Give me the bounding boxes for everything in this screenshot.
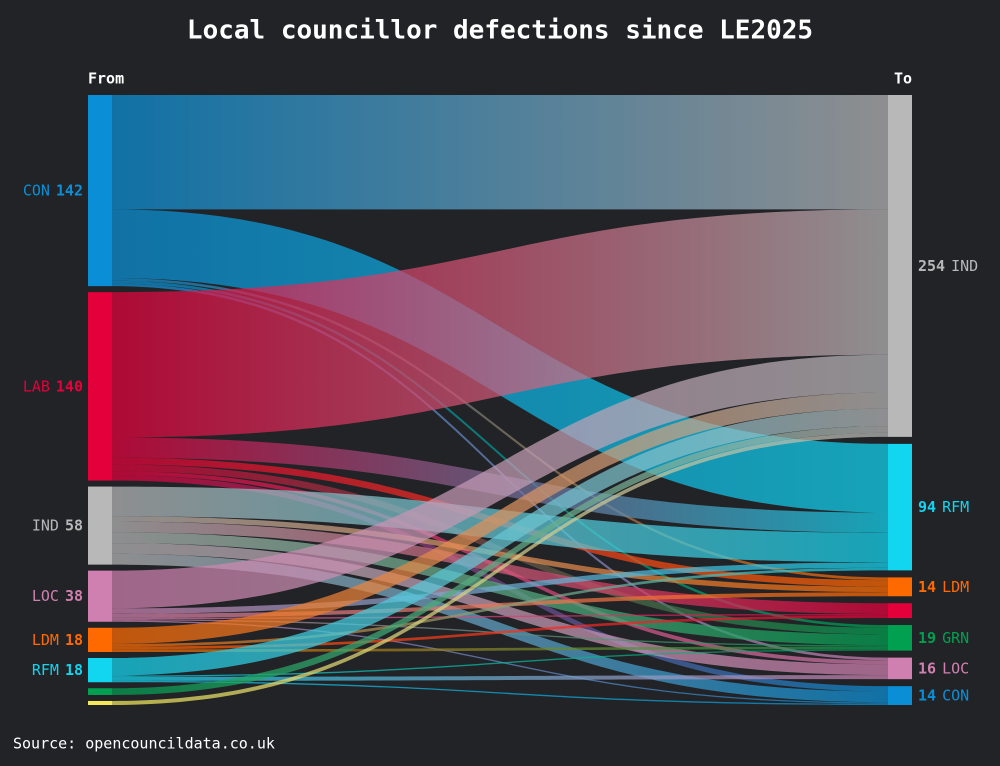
link	[112, 562, 888, 614]
link	[112, 475, 888, 692]
node-value: 18	[65, 630, 83, 648]
link	[112, 592, 888, 618]
node-value: 140	[56, 377, 83, 395]
node	[888, 95, 912, 437]
link	[112, 615, 888, 650]
node-name: LOC	[32, 587, 59, 605]
node-name: CON	[23, 181, 50, 199]
node	[888, 443, 912, 571]
node-value: 58	[65, 516, 83, 534]
node-label: IND 58	[32, 516, 83, 534]
node-label: 254 IND	[918, 256, 978, 274]
chart-title: Local councillor defections since LE2025	[187, 16, 813, 46]
node	[888, 657, 912, 680]
link	[112, 646, 888, 653]
link	[112, 95, 888, 210]
link	[112, 392, 888, 644]
from-label: From	[88, 70, 124, 88]
node	[88, 486, 112, 565]
node-name: LOC	[942, 659, 969, 677]
node-label: 14 LDM	[918, 577, 969, 595]
node-label: RFM 18	[32, 661, 83, 679]
node-value: 94	[918, 498, 936, 516]
node-name: CON	[942, 686, 969, 704]
node	[88, 292, 112, 481]
node	[888, 577, 912, 597]
link	[112, 280, 888, 628]
node-name: RFM	[942, 498, 969, 516]
link	[112, 680, 888, 705]
source-note: Source: opencouncildata.co.uk	[13, 735, 275, 753]
node-value: 14	[918, 577, 936, 595]
links	[112, 95, 888, 705]
node	[88, 688, 112, 695]
node-value: 14	[918, 686, 936, 704]
link	[112, 408, 888, 676]
node-label: LOC 38	[32, 587, 83, 605]
node	[88, 570, 112, 622]
node-label: CON 142	[23, 181, 83, 199]
link	[112, 620, 888, 704]
node	[88, 700, 112, 705]
link	[112, 432, 888, 705]
node-value: 142	[56, 181, 83, 199]
node	[888, 686, 912, 705]
nodes: CON 142 LAB 140 IND 58 LOC 38 LDM 18 RFM 18 254 IND 94…	[23, 95, 978, 705]
link	[112, 209, 888, 438]
node-value: 16	[918, 659, 936, 677]
node	[88, 658, 112, 683]
link	[112, 553, 888, 703]
link	[112, 354, 888, 609]
node-name: IND	[951, 256, 978, 274]
node-label: 16 LOC	[918, 659, 969, 677]
node-name: RFM	[32, 661, 59, 679]
node-label: LAB 140	[23, 377, 83, 395]
link	[112, 278, 888, 581]
node-value: 254	[918, 256, 945, 274]
link	[112, 543, 888, 676]
to-label: To	[894, 70, 912, 88]
node-value: 19	[918, 628, 936, 646]
node-name: IND	[32, 516, 59, 534]
node	[888, 625, 912, 651]
link	[112, 567, 888, 647]
node-label: 14 CON	[918, 686, 969, 704]
node-label: LDM 18	[32, 630, 83, 648]
link	[112, 516, 888, 593]
node-label: 94 RFM	[918, 498, 969, 516]
node-name: LDM	[942, 577, 969, 595]
node	[88, 627, 112, 653]
node-name: LAB	[23, 377, 50, 395]
node	[88, 95, 112, 287]
node	[888, 603, 912, 619]
node-value: 18	[65, 661, 83, 679]
node-label: 19 GRN	[918, 628, 969, 646]
link	[112, 426, 888, 695]
link	[112, 649, 888, 677]
node-name: LDM	[32, 630, 59, 648]
link	[112, 675, 888, 681]
node-value: 38	[65, 587, 83, 605]
node-name: GRN	[942, 628, 969, 646]
